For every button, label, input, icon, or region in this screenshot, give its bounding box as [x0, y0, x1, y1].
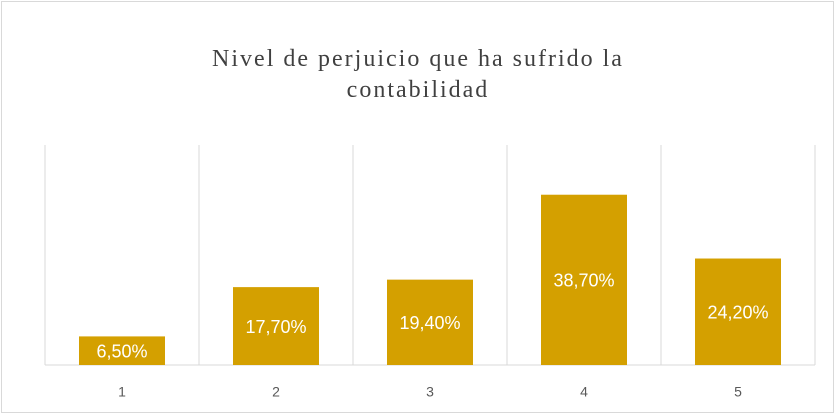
- data-label: 38,70%: [553, 271, 614, 291]
- chart-title: Nivel de perjuicio que ha sufrido la con…: [212, 46, 624, 103]
- x-tick-label: 5: [734, 384, 742, 400]
- x-tick-label: 1: [118, 384, 126, 400]
- x-tick-label: 4: [580, 384, 588, 400]
- bar: [79, 336, 165, 365]
- data-label: 17,70%: [245, 317, 306, 337]
- data-label: 6,50%: [96, 341, 147, 361]
- bar: [541, 194, 627, 365]
- data-label: 24,20%: [707, 303, 768, 323]
- x-tick-label: 3: [426, 384, 434, 400]
- bar: [387, 279, 473, 365]
- x-tick-label: 2: [272, 384, 280, 400]
- data-label: 19,40%: [399, 313, 460, 333]
- bar: [233, 287, 319, 365]
- bar: [695, 258, 781, 365]
